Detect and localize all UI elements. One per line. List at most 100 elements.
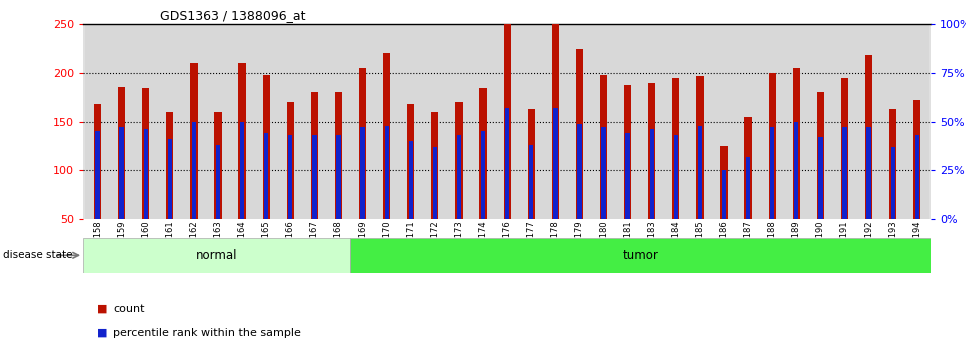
- Bar: [578, 124, 582, 219]
- Bar: [721, 146, 727, 219]
- Text: disease state: disease state: [3, 250, 72, 260]
- Bar: [239, 63, 245, 219]
- Bar: [118, 87, 126, 219]
- Bar: [600, 75, 608, 219]
- Bar: [505, 108, 509, 219]
- Bar: [503, 14, 511, 219]
- Bar: [794, 122, 799, 219]
- Bar: [722, 170, 726, 219]
- Bar: [287, 102, 294, 219]
- Bar: [431, 112, 439, 219]
- Bar: [842, 127, 846, 219]
- Bar: [336, 135, 341, 219]
- Bar: [182, 24, 206, 219]
- Bar: [311, 92, 318, 219]
- Bar: [351, 24, 375, 219]
- Bar: [793, 68, 800, 219]
- Bar: [166, 112, 174, 219]
- Bar: [552, 19, 559, 219]
- Text: ■: ■: [97, 328, 107, 338]
- Bar: [648, 83, 655, 219]
- Bar: [359, 68, 366, 219]
- Bar: [591, 24, 615, 219]
- Bar: [915, 135, 919, 219]
- Bar: [120, 127, 124, 219]
- Bar: [215, 145, 220, 219]
- Bar: [889, 109, 896, 219]
- Bar: [543, 24, 567, 219]
- Bar: [519, 24, 543, 219]
- Bar: [696, 76, 703, 219]
- Bar: [457, 135, 461, 219]
- Bar: [649, 129, 654, 219]
- Bar: [423, 24, 447, 219]
- Text: normal: normal: [195, 249, 237, 262]
- Bar: [83, 238, 350, 273]
- Bar: [433, 147, 437, 219]
- Bar: [817, 92, 824, 219]
- Bar: [214, 112, 221, 219]
- Bar: [94, 104, 101, 219]
- Bar: [191, 122, 196, 219]
- Bar: [384, 53, 390, 219]
- Bar: [857, 24, 881, 219]
- Bar: [840, 78, 848, 219]
- Bar: [263, 75, 270, 219]
- Text: percentile rank within the sample: percentile rank within the sample: [113, 328, 300, 338]
- Bar: [206, 24, 230, 219]
- Bar: [602, 127, 606, 219]
- Bar: [639, 24, 664, 219]
- Bar: [302, 24, 327, 219]
- Bar: [447, 24, 471, 219]
- Bar: [624, 85, 631, 219]
- Bar: [144, 129, 148, 219]
- Bar: [471, 24, 496, 219]
- Bar: [784, 24, 809, 219]
- Bar: [833, 24, 857, 219]
- Bar: [407, 104, 414, 219]
- Bar: [818, 137, 823, 219]
- Bar: [809, 24, 833, 219]
- Bar: [905, 24, 929, 219]
- Bar: [625, 133, 630, 219]
- Bar: [288, 135, 293, 219]
- Bar: [375, 24, 399, 219]
- Bar: [350, 238, 931, 273]
- Text: count: count: [113, 304, 145, 314]
- Bar: [770, 127, 775, 219]
- Bar: [913, 100, 921, 219]
- Bar: [109, 24, 133, 219]
- Bar: [527, 109, 535, 219]
- Bar: [142, 88, 150, 219]
- Bar: [881, 24, 905, 219]
- Bar: [769, 73, 776, 219]
- Bar: [865, 55, 872, 219]
- Bar: [697, 126, 702, 219]
- Bar: [360, 127, 365, 219]
- Bar: [479, 88, 487, 219]
- Bar: [745, 117, 752, 219]
- Bar: [891, 147, 895, 219]
- Bar: [736, 24, 760, 219]
- Bar: [455, 102, 463, 219]
- Bar: [576, 49, 583, 219]
- Bar: [409, 141, 412, 219]
- Bar: [264, 133, 269, 219]
- Bar: [327, 24, 351, 219]
- Bar: [672, 78, 679, 219]
- Bar: [712, 24, 736, 219]
- Text: GDS1363 / 1388096_at: GDS1363 / 1388096_at: [160, 9, 306, 22]
- Bar: [688, 24, 712, 219]
- Bar: [481, 131, 485, 219]
- Bar: [673, 135, 678, 219]
- Bar: [85, 24, 109, 219]
- Bar: [96, 131, 99, 219]
- Bar: [384, 126, 389, 219]
- Bar: [335, 92, 342, 219]
- Bar: [615, 24, 639, 219]
- Text: ■: ■: [97, 304, 107, 314]
- Text: tumor: tumor: [622, 249, 659, 262]
- Bar: [554, 108, 557, 219]
- Bar: [867, 127, 870, 219]
- Bar: [746, 157, 751, 219]
